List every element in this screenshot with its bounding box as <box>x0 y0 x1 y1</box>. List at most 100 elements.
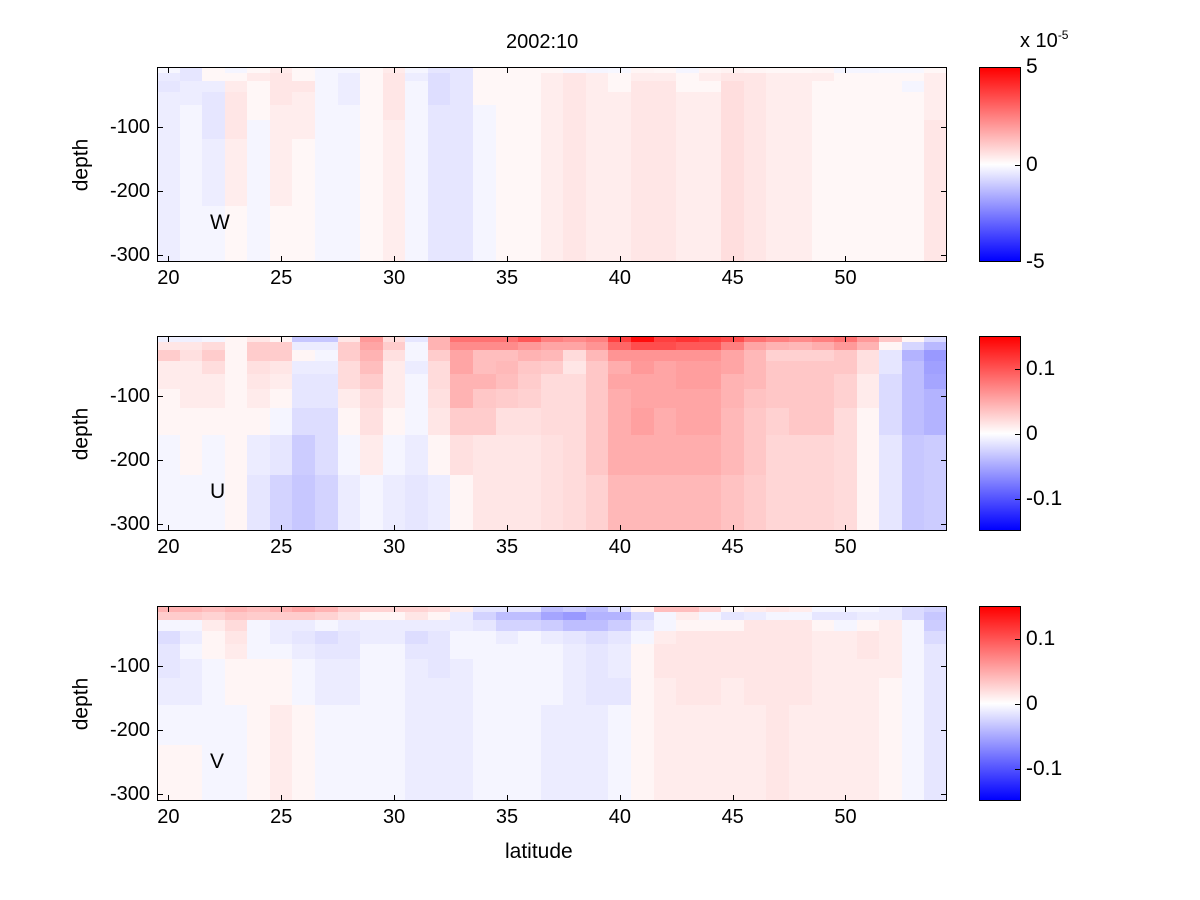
heatmap-cell <box>608 658 632 679</box>
heatmap-cell <box>202 138 226 167</box>
heatmap-cell <box>924 119 946 140</box>
heatmap-cell <box>179 361 203 376</box>
heatmap-cell <box>315 644 339 660</box>
heatmap-cell <box>450 704 474 746</box>
heatmap-cell <box>676 72 700 82</box>
heatmap-cell <box>811 407 835 436</box>
heatmap-cell <box>585 105 609 121</box>
heatmap-cell <box>495 704 519 746</box>
heatmap-cell <box>631 138 655 167</box>
heatmap-cell <box>540 744 564 800</box>
heatmap-cell <box>247 105 271 121</box>
heatmap-cell <box>405 105 429 121</box>
heatmap-cell <box>247 138 271 167</box>
heatmap-cell <box>405 658 429 679</box>
heatmap-cell <box>473 434 497 476</box>
heatmap-cell <box>518 374 542 390</box>
heatmap-cell <box>585 474 609 530</box>
heatmap-cell <box>834 205 858 261</box>
heatmap-cell <box>676 474 700 530</box>
heatmap-cell <box>676 644 700 660</box>
heatmap-cell <box>834 138 858 167</box>
heatmap-cell <box>766 677 790 706</box>
heatmap-cell <box>563 374 587 390</box>
heatmap-cell <box>360 704 384 746</box>
x-tick-mark <box>394 606 395 612</box>
heatmap-cell <box>518 81 542 93</box>
x-tick-mark <box>506 525 508 531</box>
heatmap-cell <box>608 631 632 646</box>
heatmap-cell <box>743 68 767 74</box>
heatmap-cell <box>653 337 677 343</box>
heatmap-cell <box>653 361 677 376</box>
heatmap-cell <box>292 620 316 632</box>
heatmap-cell <box>879 388 903 409</box>
heatmap-cell <box>789 138 813 167</box>
heatmap-cell <box>315 620 339 632</box>
heatmap-cell <box>585 361 609 376</box>
heatmap-cell <box>834 658 858 679</box>
heatmap-cell <box>608 361 632 376</box>
heatmap-cell <box>631 374 655 390</box>
heatmap-cell <box>743 434 767 476</box>
heatmap-cell <box>495 644 519 660</box>
heatmap-cell <box>924 744 946 800</box>
heatmap-cell <box>924 105 946 121</box>
heatmap-cell <box>473 631 497 646</box>
y-tick-mark <box>157 729 163 731</box>
heatmap-cell <box>382 744 406 800</box>
heatmap-cell <box>269 72 293 82</box>
heatmap-cell <box>179 644 203 660</box>
heatmap-cell <box>202 165 226 207</box>
heatmap-cell <box>924 677 946 706</box>
heatmap-cell <box>585 337 609 343</box>
heatmap-cell <box>292 607 316 613</box>
heatmap-cell <box>473 350 497 362</box>
heatmap-cell <box>924 337 946 343</box>
heatmap-cell <box>856 620 880 632</box>
heatmap-cell <box>653 607 677 613</box>
heatmap-cell <box>653 341 677 351</box>
x-tick-label: 25 <box>270 806 293 828</box>
heatmap-cell <box>495 350 519 362</box>
x-tick-mark <box>732 336 734 342</box>
heatmap-cell <box>834 72 858 82</box>
heatmap-cell <box>337 350 361 362</box>
x-axis-label: latitude <box>505 840 573 863</box>
heatmap-cell <box>924 374 946 390</box>
x-tick-label: 45 <box>721 536 744 558</box>
heatmap-cell <box>901 92 925 107</box>
heatmap-cell <box>202 620 226 632</box>
heatmap-cell <box>789 350 813 362</box>
heatmap-cell <box>224 138 248 167</box>
heatmap-cell <box>382 631 406 646</box>
heatmap-cell <box>360 611 384 621</box>
heatmap-cell <box>811 105 835 121</box>
heatmap-cell <box>811 337 835 343</box>
heatmap-cell <box>540 658 564 679</box>
panel-label: U <box>209 479 226 503</box>
heatmap-cell <box>901 658 925 679</box>
heatmap-cell <box>179 205 203 261</box>
heatmap-cell <box>653 350 677 362</box>
heatmap-cell <box>698 658 722 679</box>
heatmap-cell <box>269 407 293 436</box>
heatmap-cell <box>269 474 293 530</box>
heatmap-cell <box>766 611 790 621</box>
heatmap-cell <box>247 350 271 362</box>
heatmap-cell <box>247 407 271 436</box>
heatmap-cell <box>834 350 858 362</box>
heatmap-cell <box>247 611 271 621</box>
heatmap-cell <box>766 374 790 390</box>
heatmap-cell <box>158 138 181 167</box>
heatmap-cell <box>450 374 474 390</box>
heatmap-cell <box>450 361 474 376</box>
heatmap-cell <box>856 138 880 167</box>
heatmap-cell <box>766 388 790 409</box>
heatmap-cell <box>901 474 925 530</box>
heatmap-cell <box>924 350 946 362</box>
heatmap-cell <box>179 81 203 93</box>
x-tick-mark <box>394 256 395 262</box>
colorbar-tick-mark <box>1015 261 1021 262</box>
x-tick-mark <box>281 795 283 801</box>
